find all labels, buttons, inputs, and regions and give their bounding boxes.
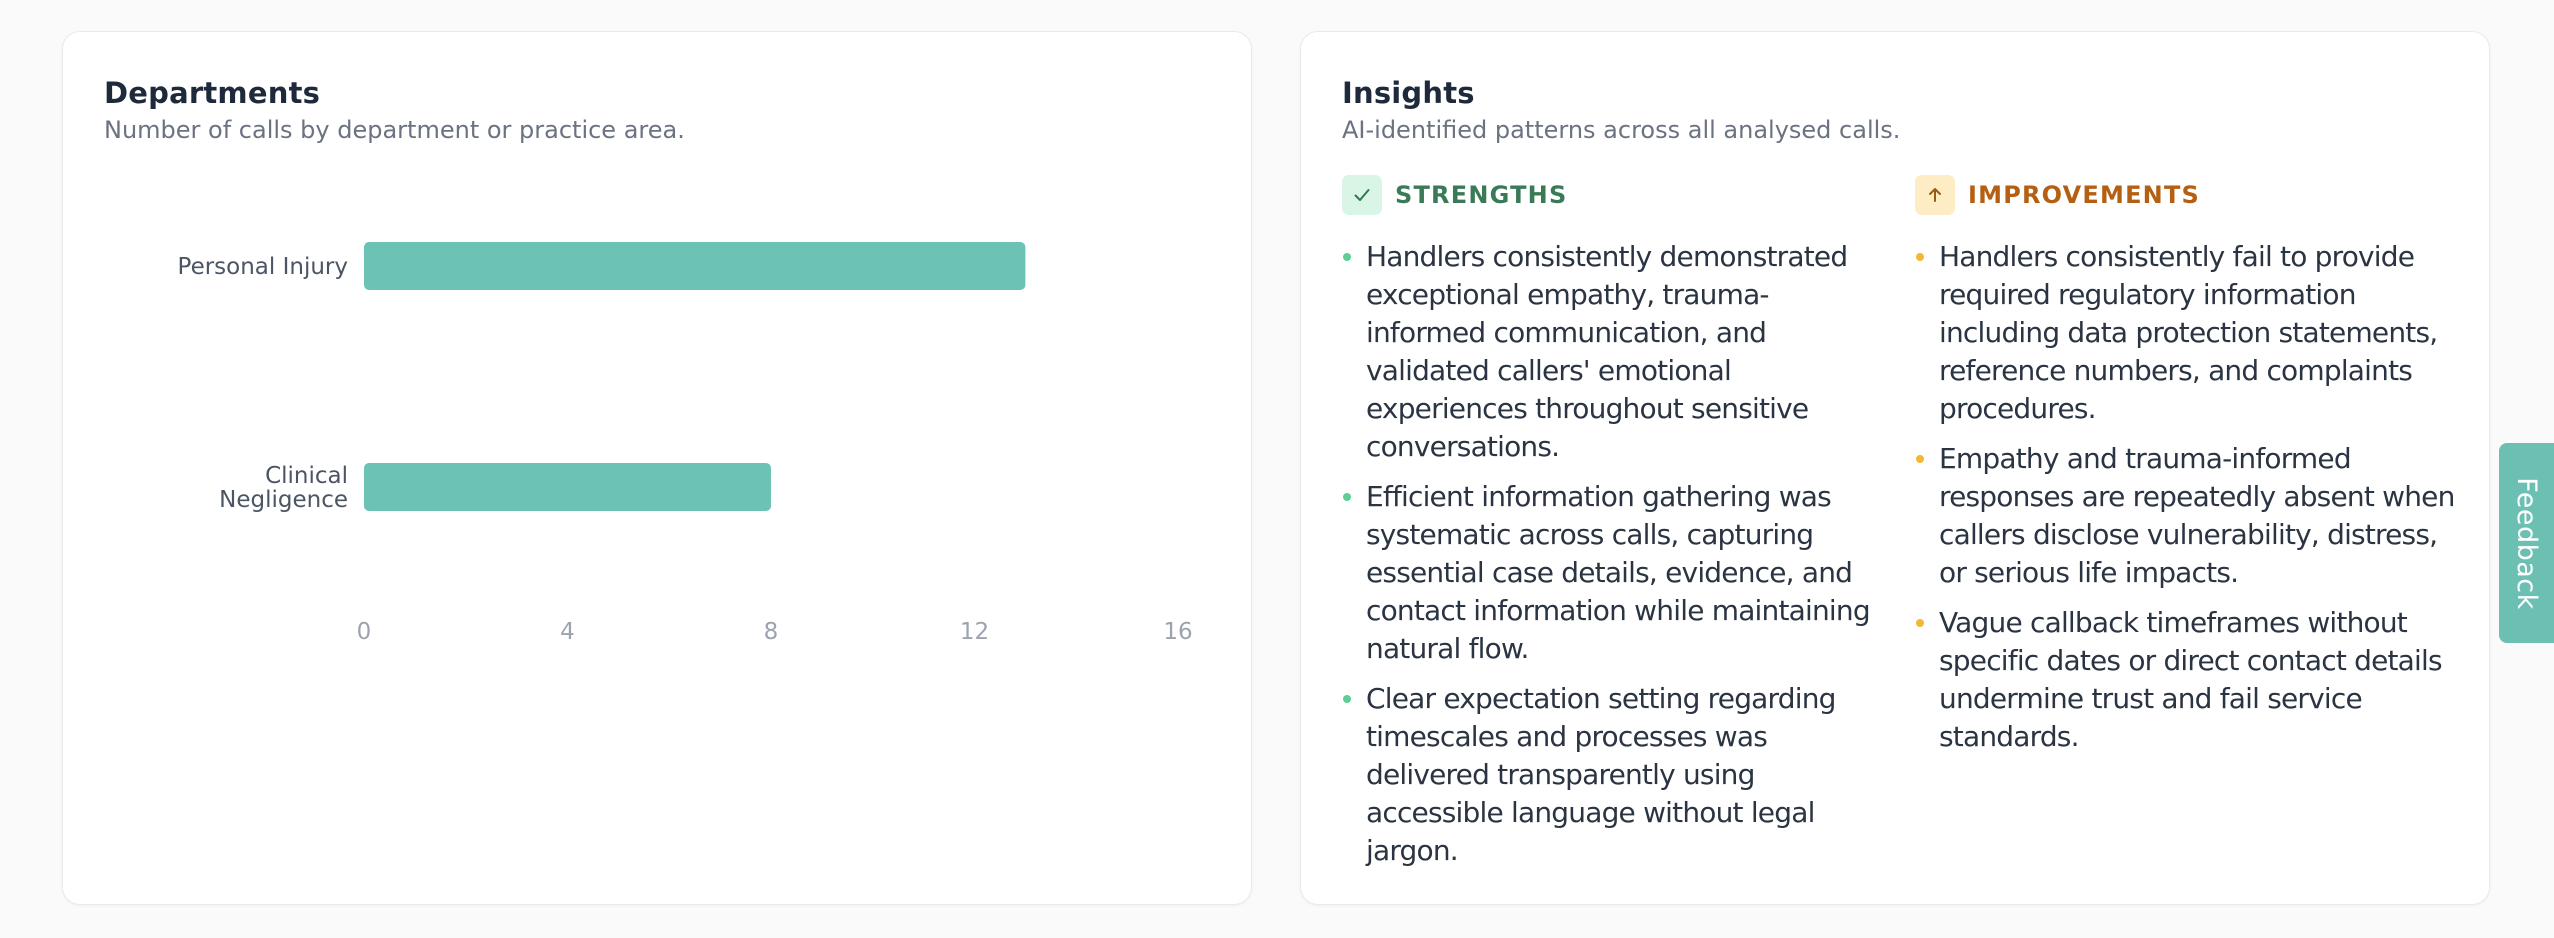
category-label: Clinical Negligence (219, 463, 348, 513)
bullet-dot (1916, 619, 1924, 627)
list-item: Handlers consistently fail to provide re… (1915, 238, 2455, 428)
list-item: Handlers consistently demonstrated excep… (1342, 238, 1882, 466)
improvement-text: Vague callback timeframes without specif… (1939, 606, 2443, 753)
strength-text: Handlers consistently demonstrated excep… (1366, 240, 1848, 463)
insights-title: Insights (1342, 76, 1475, 110)
bullet-dot (1343, 493, 1351, 501)
strength-text: Efficient information gathering was syst… (1366, 480, 1871, 665)
improvement-text: Empathy and trauma-informed responses ar… (1939, 442, 2455, 589)
improvements-heading: IMPROVEMENTS (1968, 181, 2201, 209)
bar-0[interactable] (364, 242, 1026, 290)
x-tick-label: 4 (560, 619, 575, 645)
improvement-text: Handlers consistently fail to provide re… (1939, 240, 2438, 425)
x-tick-label: 0 (357, 619, 372, 645)
x-tick-label: 16 (1163, 619, 1192, 645)
bar-1[interactable] (364, 463, 771, 511)
bullet-dot (1916, 253, 1924, 261)
feedback-tab[interactable]: Feedback (2499, 443, 2554, 643)
list-item: Clear expectation setting regarding time… (1342, 680, 1882, 870)
strengths-list: Handlers consistently demonstrated excep… (1342, 238, 1882, 870)
category-label: Personal Injury (178, 254, 348, 280)
list-item: Vague callback timeframes without specif… (1915, 604, 2455, 756)
x-tick-label: 12 (960, 619, 989, 645)
bullet-dot (1916, 455, 1924, 463)
strengths-heading: STRENGTHS (1395, 181, 1568, 209)
list-item: Efficient information gathering was syst… (1342, 478, 1882, 668)
improvements-section: IMPROVEMENTS Handlers consistently fail … (1915, 174, 2455, 768)
strengths-section: STRENGTHS Handlers consistently demonstr… (1342, 174, 1882, 882)
check-icon (1342, 175, 1382, 215)
departments-card: Departments Number of calls by departmen… (62, 31, 1252, 905)
feedback-label: Feedback (2511, 476, 2542, 610)
departments-bar-chart: Personal Injury Clinical Negligence 0 4 8 12 16 (178, 242, 1193, 645)
insights-subtitle: AI-identified patterns across all analys… (1342, 116, 1901, 144)
arrow-up-icon (1915, 175, 1955, 215)
departments-subtitle: Number of calls by department or practic… (104, 116, 685, 144)
x-tick-label: 8 (764, 619, 779, 645)
bullet-dot (1343, 253, 1351, 261)
list-item: Empathy and trauma-informed responses ar… (1915, 440, 2455, 592)
departments-title: Departments (104, 76, 321, 110)
bullet-dot (1343, 695, 1351, 703)
insights-card: Insights AI-identified patterns across a… (1300, 31, 2490, 905)
improvements-list: Handlers consistently fail to provide re… (1915, 238, 2455, 756)
strength-text: Clear expectation setting regarding time… (1366, 682, 1836, 867)
